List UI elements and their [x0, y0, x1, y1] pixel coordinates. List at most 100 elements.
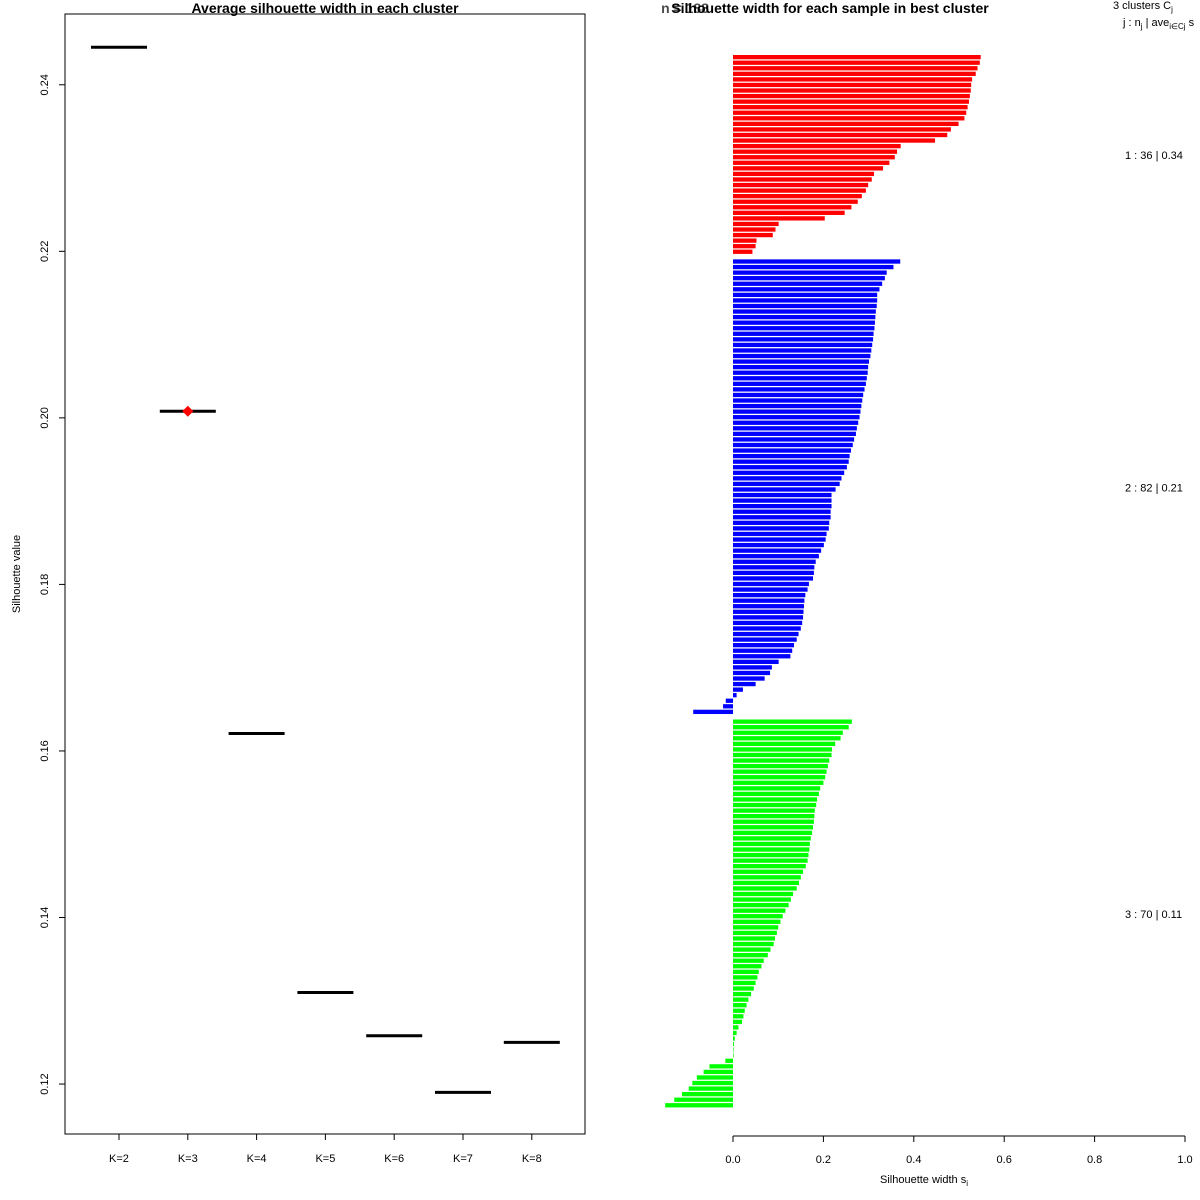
- silhouette-bar: [733, 875, 801, 880]
- silhouette-bar: [733, 852, 809, 858]
- silhouette-bar: [733, 725, 849, 730]
- silhouette-bar: [733, 238, 757, 243]
- silhouette-bar: [733, 841, 810, 847]
- silhouette-bar: [733, 958, 764, 963]
- silhouette-bar: [733, 592, 806, 598]
- silhouette-bar: [733, 925, 779, 930]
- silhouette-bar: [733, 947, 771, 952]
- silhouette-bar: [733, 659, 779, 664]
- silhouette-bar: [733, 1047, 734, 1052]
- silhouette-bar: [733, 116, 965, 121]
- silhouette-bar: [733, 437, 855, 442]
- silhouette-bar: [674, 1097, 733, 1102]
- silhouette-bar: [733, 997, 749, 1002]
- silhouette-bar: [733, 953, 768, 958]
- silhouette-bar: [692, 1080, 733, 1086]
- silhouette-bar: [733, 188, 866, 193]
- silhouette-bar: [733, 1036, 735, 1041]
- silhouette-bar: [733, 980, 756, 986]
- silhouette-bar: [733, 166, 884, 171]
- silhouette-bar: [733, 836, 811, 841]
- silhouette-bar: [733, 964, 762, 969]
- silhouette-bar: [733, 730, 843, 735]
- silhouette-bar: [733, 143, 901, 149]
- silhouette-bar: [733, 1014, 744, 1019]
- silhouette-bar: [733, 914, 783, 919]
- silhouette-bar: [723, 704, 733, 709]
- right-title-overlay: n = 188: [661, 0, 709, 16]
- silhouette-bar: [733, 643, 795, 648]
- silhouette-bar: [733, 77, 973, 82]
- silhouette-bar: [733, 576, 814, 581]
- silhouette-bar: [733, 1025, 739, 1030]
- silhouette-bar: [733, 182, 869, 188]
- legend-header-line2: j : nj | avei∈Cj s: [1122, 17, 1195, 31]
- silhouette-bar: [733, 353, 871, 359]
- silhouette-bar: [733, 797, 818, 802]
- silhouette-bar: [733, 670, 771, 676]
- legend-header-line1: 3 clusters Cj: [1113, 0, 1173, 14]
- silhouette-bar: [733, 509, 831, 514]
- silhouette-bar: [733, 648, 793, 653]
- y-tick-label: 0.16: [39, 740, 51, 761]
- x-tick-label: 0.6: [997, 1154, 1012, 1166]
- silhouette-bar: [733, 415, 860, 420]
- silhouette-bar: [733, 476, 842, 481]
- left-series: [91, 45, 560, 1094]
- silhouette-bar: [733, 1041, 734, 1047]
- silhouette-bar: [733, 891, 794, 897]
- silhouette-bar: [733, 370, 868, 375]
- silhouette-bar: [733, 270, 887, 275]
- y-tick-label: 0.12: [39, 1073, 51, 1094]
- silhouette-bar: [733, 814, 815, 819]
- silhouette-bar: [733, 1030, 737, 1036]
- silhouette-bar: [733, 481, 840, 487]
- silhouette-bar: [733, 216, 825, 221]
- silhouette-bar: [733, 398, 863, 403]
- silhouette-bar: [681, 1092, 733, 1097]
- silhouette-bar: [733, 320, 875, 325]
- silhouette-bar: [733, 587, 808, 592]
- silhouette-bar: [733, 775, 826, 780]
- silhouette-bar: [733, 392, 864, 398]
- x-tick-label: 1.0: [1177, 1154, 1192, 1166]
- x-tick-label: K=7: [453, 1153, 473, 1165]
- silhouette-bar: [733, 548, 822, 553]
- silhouette-bar: [703, 1069, 733, 1075]
- silhouette-bar: [665, 1103, 733, 1108]
- silhouette-bar: [733, 281, 883, 286]
- silhouette-bar: [733, 171, 875, 177]
- silhouette-bar: [733, 442, 853, 448]
- silhouette-bar: [688, 1086, 733, 1091]
- silhouette-bar: [733, 420, 859, 425]
- silhouette-bar: [733, 138, 936, 143]
- y-tick-label: 0.18: [39, 574, 51, 595]
- y-tick-label: 0.22: [39, 241, 51, 262]
- silhouette-bar: [733, 676, 765, 681]
- x-tick-label: K=3: [178, 1153, 198, 1165]
- silhouette-bar: [733, 470, 845, 475]
- silhouette-bar: [733, 802, 817, 808]
- silhouette-bar: [733, 581, 809, 587]
- x-tick-label: K=5: [315, 1153, 335, 1165]
- silhouette-bar: [733, 864, 806, 869]
- silhouette-bar: [733, 515, 831, 520]
- silhouette-bar: [733, 969, 759, 974]
- silhouette-bar: [733, 880, 799, 886]
- cluster-labels: 1 : 36 | 0.34 2 : 82 | 0.21 3 : 70 | 0.11: [1125, 150, 1183, 921]
- silhouette-bar: [733, 326, 875, 331]
- x-tick-label: 0.2: [816, 1154, 831, 1166]
- silhouette-bar: [733, 886, 797, 891]
- silhouette-bar: [733, 365, 869, 370]
- silhouette-bar: [733, 736, 841, 741]
- silhouette-bar: [733, 897, 791, 902]
- silhouette-bar: [733, 520, 830, 525]
- right-x-axis-label: Silhouette width si: [880, 1174, 968, 1188]
- silhouette-bar: [733, 542, 824, 548]
- silhouette-bar: [733, 741, 836, 747]
- silhouette-bar: [733, 93, 970, 99]
- silhouette-bar: [733, 570, 814, 576]
- silhouette-bar: [725, 698, 733, 703]
- silhouette-bar: [733, 1003, 747, 1008]
